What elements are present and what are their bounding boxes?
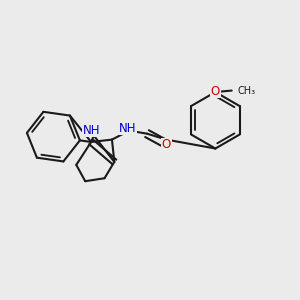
Text: CH₃: CH₃ xyxy=(237,85,255,96)
Text: NH: NH xyxy=(83,124,100,137)
Text: O: O xyxy=(162,138,171,152)
Text: NH: NH xyxy=(119,122,136,135)
Text: O: O xyxy=(211,85,220,98)
